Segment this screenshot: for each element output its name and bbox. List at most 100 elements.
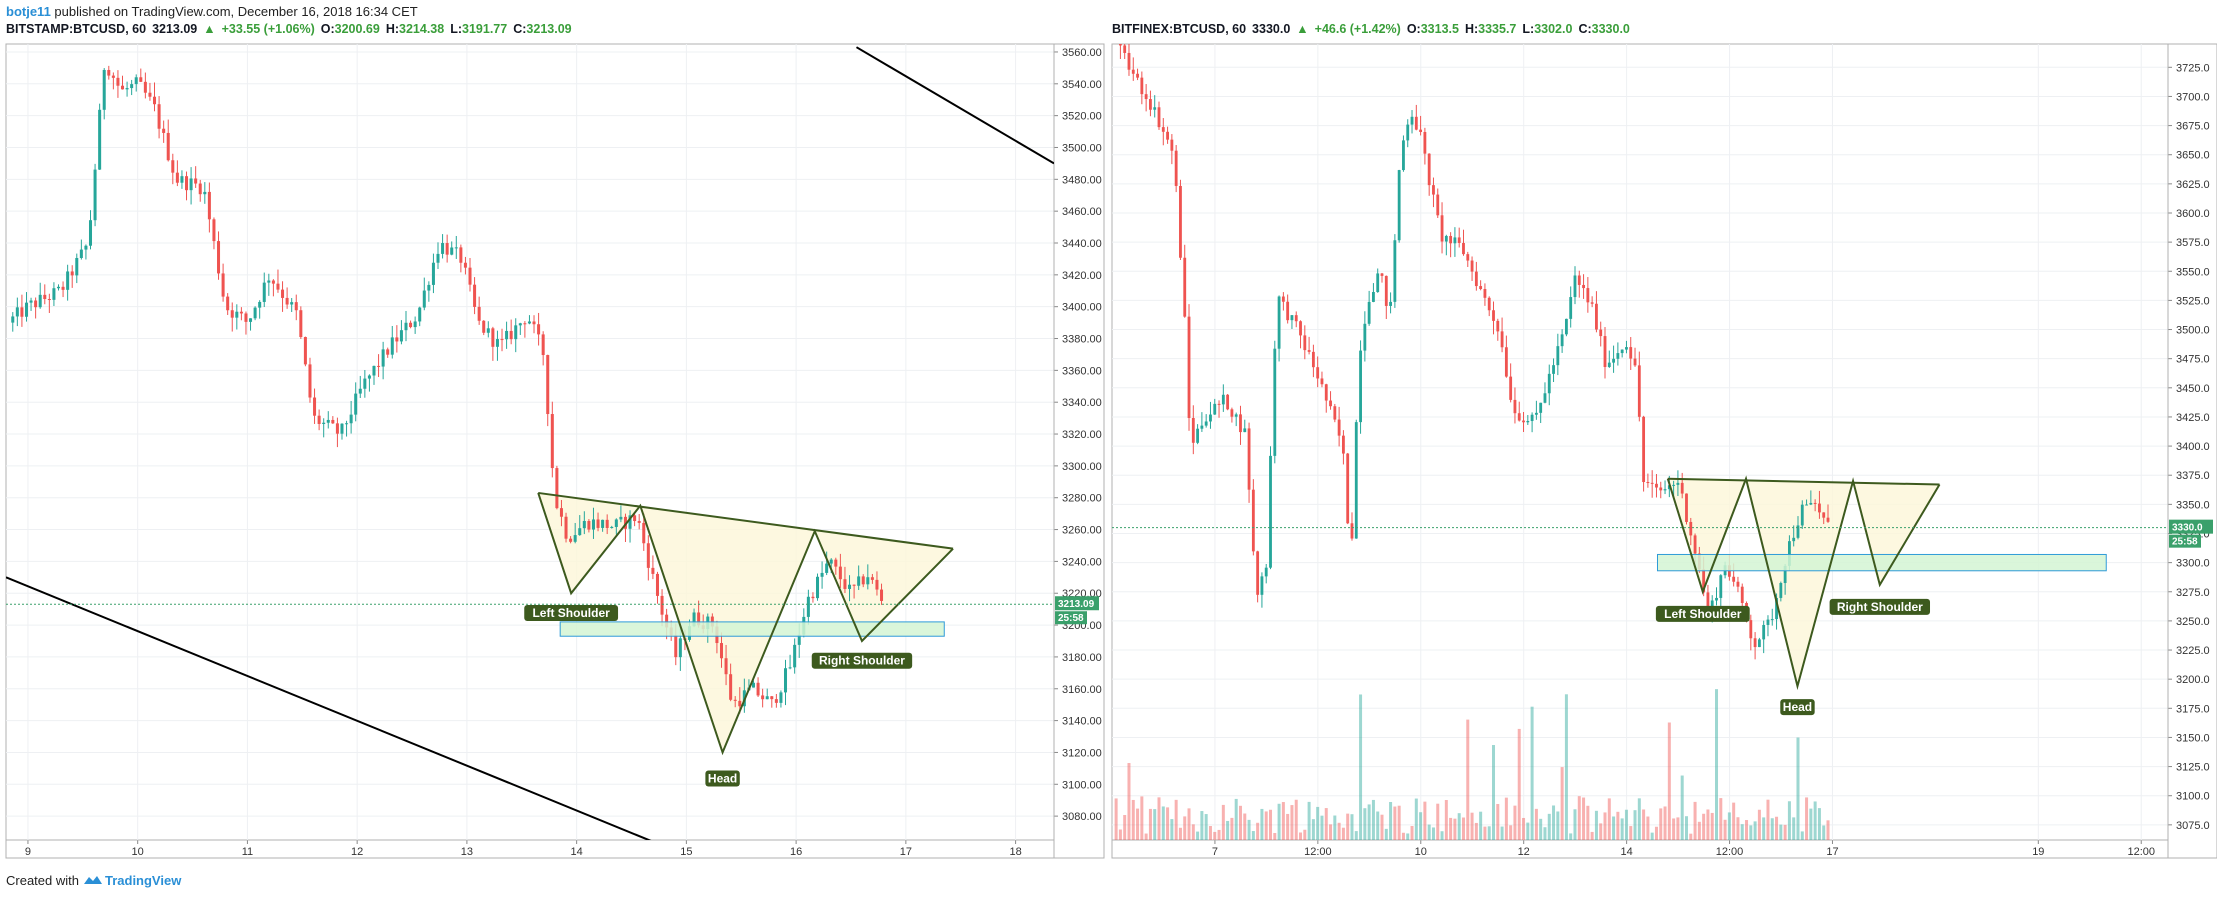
left-candle xyxy=(34,300,38,308)
right-volume-bar xyxy=(1196,831,1200,840)
right-y-tick-label: 3250.0 xyxy=(2176,616,2210,628)
left-candle xyxy=(125,88,129,90)
right-volume-bar xyxy=(1624,809,1628,840)
right-candle xyxy=(1543,393,1547,403)
right-volume-bar xyxy=(1183,816,1187,840)
right-candle xyxy=(1569,297,1573,319)
left-x-tick-label: 13 xyxy=(461,846,473,858)
right-volume-bar xyxy=(1577,796,1581,840)
right-candle xyxy=(1500,331,1504,348)
right-x-tick-label: 17 xyxy=(1826,846,1838,858)
right-candle xyxy=(1655,483,1658,488)
right-volume-bar xyxy=(1380,814,1384,840)
right-volume-bar xyxy=(1633,810,1637,840)
left-candle xyxy=(518,323,522,326)
right-candle xyxy=(1384,275,1388,306)
right-volume-bar xyxy=(1453,818,1457,840)
left-candle xyxy=(482,320,486,333)
footer-brand[interactable]: TradingView xyxy=(104,873,182,888)
left-y-tick-label: 3140.00 xyxy=(1062,716,1102,728)
right-candle xyxy=(1324,384,1328,401)
right-volume-bar xyxy=(1367,804,1371,840)
right-candle xyxy=(1427,153,1431,186)
right-volume-bar xyxy=(1590,831,1594,840)
right-volume-bar xyxy=(1461,817,1465,840)
right-volume-bar xyxy=(1629,826,1633,840)
left-candle xyxy=(116,77,120,86)
right-candle xyxy=(1320,378,1324,385)
left-candle xyxy=(619,516,623,520)
right-candle xyxy=(1311,351,1315,368)
right-candle xyxy=(1380,273,1384,276)
left-candle xyxy=(610,526,614,528)
right-volume-bar xyxy=(1389,802,1393,840)
right-volume-bar xyxy=(1676,817,1680,840)
left-candle xyxy=(171,160,175,173)
left-candle xyxy=(582,520,586,529)
right-candle xyxy=(1680,482,1684,494)
right-candle xyxy=(1363,323,1367,351)
left-candle xyxy=(509,330,513,340)
left-candle xyxy=(550,414,554,469)
left-candle xyxy=(751,682,756,688)
left-candle xyxy=(866,577,870,585)
left-candle xyxy=(825,563,829,573)
right-candle xyxy=(1251,489,1255,552)
right-candle xyxy=(1715,597,1718,601)
left-candle xyxy=(29,300,33,303)
right-volume-bar xyxy=(1757,809,1761,840)
right-candle xyxy=(1818,503,1821,513)
left-candle xyxy=(235,311,239,318)
right-candle xyxy=(1290,315,1294,321)
right-volume-bar xyxy=(1586,805,1590,840)
left-candle xyxy=(262,282,266,302)
right-candle xyxy=(1663,489,1667,491)
right-candle xyxy=(1474,271,1478,287)
right-volume-bar xyxy=(1341,827,1345,840)
right-candle xyxy=(1822,512,1826,518)
right-volume-bar xyxy=(1740,824,1744,840)
left-label-text: Head xyxy=(708,772,737,786)
right-volume-bar xyxy=(1273,832,1277,840)
right-candle xyxy=(1333,406,1337,420)
left-neckline xyxy=(538,491,954,550)
right-volume-bar xyxy=(1264,811,1268,840)
right-volume-bar xyxy=(1401,832,1405,840)
left-candle xyxy=(79,249,83,258)
right-volume-bar xyxy=(1526,822,1530,840)
right-candle xyxy=(1526,421,1530,423)
right-volume-bar xyxy=(1474,822,1478,840)
left-candle xyxy=(765,696,769,700)
right-volume-bar xyxy=(1727,812,1731,840)
right-y-tick-label: 3125.0 xyxy=(2176,762,2210,774)
right-candle xyxy=(1564,318,1568,335)
left-candle xyxy=(226,296,230,311)
right-candle xyxy=(1453,237,1457,244)
left-candle xyxy=(303,337,307,365)
right-candle xyxy=(1161,127,1165,132)
author-link[interactable]: botje11 xyxy=(6,4,51,19)
left-candle xyxy=(38,294,42,308)
left-change: +33.55 (+1.06%) xyxy=(221,22,315,36)
right-y-tick-label: 3375.0 xyxy=(2176,470,2210,482)
left-x-tick-label: 9 xyxy=(25,846,31,858)
right-volume-bar xyxy=(1230,817,1234,840)
left-trendline xyxy=(855,46,1054,165)
left-time-tag-label: 25:58 xyxy=(1058,613,1084,624)
left-candle xyxy=(317,415,321,424)
left-candle xyxy=(418,307,422,322)
right-candle xyxy=(1719,575,1723,598)
right-x-tick-label: 12 xyxy=(1518,846,1530,858)
left-candle xyxy=(591,519,595,530)
right-candle xyxy=(1702,569,1706,593)
left-candle xyxy=(281,289,285,298)
right-volume-bar xyxy=(1659,808,1663,840)
right-volume-bar xyxy=(1607,798,1611,840)
left-candle xyxy=(139,77,143,82)
right-volume-bar xyxy=(1710,812,1714,840)
left-time-tag xyxy=(1055,611,1087,625)
left-candle xyxy=(427,284,431,291)
right-volume-bar xyxy=(1140,796,1144,840)
right-y-tick-label: 3350.0 xyxy=(2176,499,2210,511)
